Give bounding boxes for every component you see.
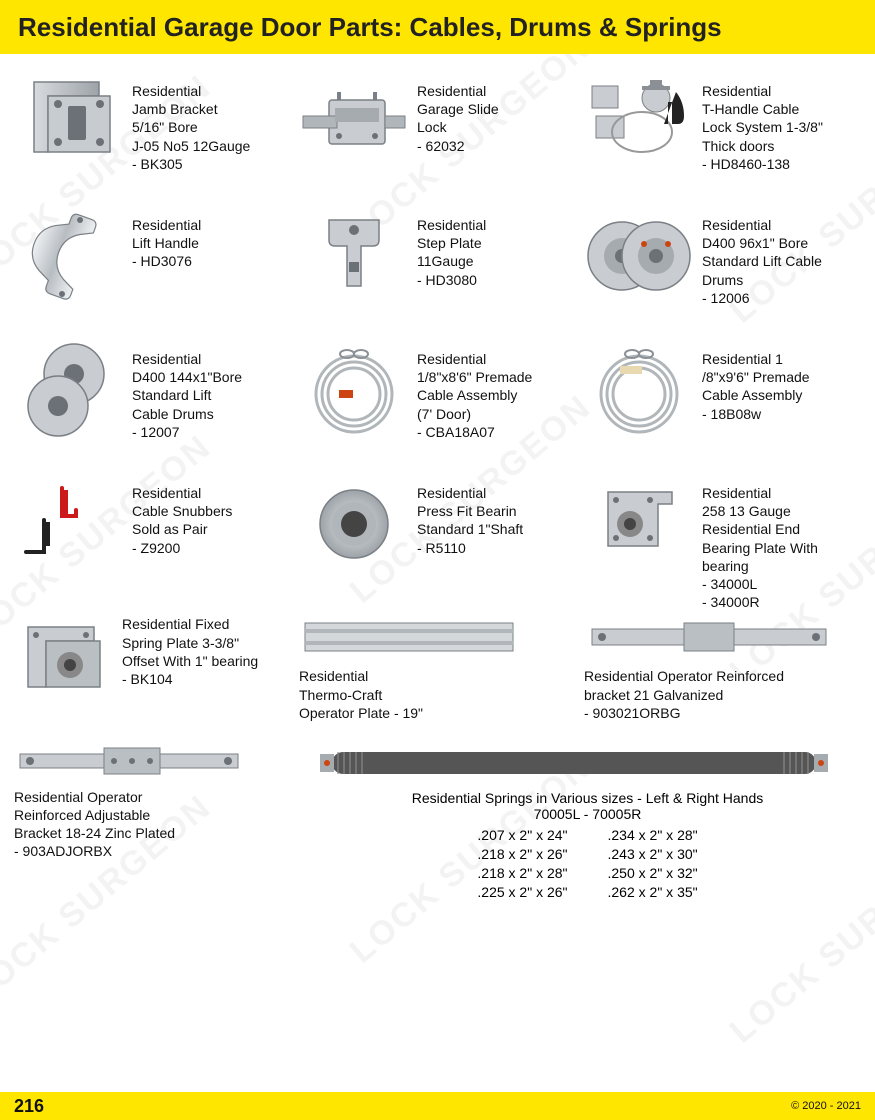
product-snubbers: ResidentialCable SnubbersSold as Pair- Z… bbox=[14, 474, 291, 611]
product-springs: Residential Springs in Various sizes - L… bbox=[314, 738, 861, 902]
product-lift-handle: ResidentialLift Handle- HD3076 bbox=[14, 206, 291, 326]
thumb-opadj bbox=[14, 738, 244, 784]
product-t-handle-lock: ResidentialT-Handle CableLock System 1-3… bbox=[584, 72, 861, 192]
desc-drums-96: ResidentialD400 96x1" BoreStandard Lift … bbox=[702, 206, 822, 307]
desc-op21: Residential Operator Reinforcedbracket 2… bbox=[584, 667, 784, 722]
product-fixed-spring-plate: Residential FixedSpring Plate 3-3/8"Offs… bbox=[14, 615, 291, 722]
product-row-5: Residential FixedSpring Plate 3-3/8"Offs… bbox=[0, 611, 875, 722]
page-header: Residential Garage Door Parts: Cables, D… bbox=[0, 0, 875, 54]
product-bearing: ResidentialPress Fit BearinStandard 1"Sh… bbox=[299, 474, 576, 611]
page-number: 216 bbox=[14, 1096, 44, 1117]
thumb-cable-9ft bbox=[584, 340, 694, 440]
desc-slide-lock: ResidentialGarage SlideLock- 62032 bbox=[417, 72, 499, 155]
desc-bearing: ResidentialPress Fit BearinStandard 1"Sh… bbox=[417, 474, 523, 557]
page-footer: 216 © 2020 - 2021 bbox=[0, 1092, 875, 1120]
thumb-t-handle bbox=[584, 72, 694, 172]
product-end-bearing-plate: Residential258 13 GaugeResidential EndBe… bbox=[584, 474, 861, 611]
springs-subtitle: 70005L - 70005R bbox=[314, 806, 861, 822]
desc-thermo: ResidentialThermo-CraftOperator Plate - … bbox=[299, 667, 423, 722]
thumb-drums-144 bbox=[14, 340, 124, 440]
thumb-lift-handle bbox=[14, 206, 124, 306]
springs-size-table: .207 x 2" x 24".218 x 2" x 26".218 x 2" … bbox=[314, 826, 861, 902]
thumb-springs bbox=[314, 738, 834, 788]
thumb-op21 bbox=[584, 615, 834, 659]
springs-title: Residential Springs in Various sizes - L… bbox=[314, 790, 861, 806]
product-slide-lock: ResidentialGarage SlideLock- 62032 bbox=[299, 72, 576, 192]
thumb-drums-96 bbox=[584, 206, 694, 306]
desc-t-handle: ResidentialT-Handle CableLock System 1-3… bbox=[702, 72, 823, 173]
product-grid: ResidentialJamb Bracket5/16" BoreJ-05 No… bbox=[0, 54, 875, 611]
product-op-bracket-21: Residential Operator Reinforcedbracket 2… bbox=[584, 615, 861, 722]
product-row-6: Residential OperatorReinforced Adjustabl… bbox=[0, 722, 875, 902]
thumb-spring-plate bbox=[14, 615, 114, 705]
thumb-slide-lock bbox=[299, 72, 409, 172]
thumb-bearing bbox=[299, 474, 409, 574]
product-thermo-plate: ResidentialThermo-CraftOperator Plate - … bbox=[299, 615, 576, 722]
thumb-thermo bbox=[299, 615, 519, 659]
copyright: © 2020 - 2021 bbox=[791, 1100, 861, 1112]
product-step-plate: ResidentialStep Plate11Gauge- HD3080 bbox=[299, 206, 576, 326]
desc-end-bearing: Residential258 13 GaugeResidential EndBe… bbox=[702, 474, 818, 611]
desc-cable-7ft: Residential1/8"x8'6" PremadeCable Assemb… bbox=[417, 340, 532, 441]
thumb-jamb-bracket bbox=[14, 72, 124, 172]
desc-step-plate: ResidentialStep Plate11Gauge- HD3080 bbox=[417, 206, 486, 289]
desc-spring-plate: Residential FixedSpring Plate 3-3/8"Offs… bbox=[122, 615, 258, 688]
desc-drums-144: ResidentialD400 144x1"BoreStandard LiftC… bbox=[132, 340, 242, 441]
springs-col1: .207 x 2" x 24".218 x 2" x 26".218 x 2" … bbox=[477, 826, 567, 902]
thumb-snubbers bbox=[14, 474, 124, 574]
product-cable-drums-144: ResidentialD400 144x1"BoreStandard LiftC… bbox=[14, 340, 291, 460]
desc-opadj: Residential OperatorReinforced Adjustabl… bbox=[14, 784, 284, 861]
thumb-cable-7ft bbox=[299, 340, 409, 440]
page-title: Residential Garage Door Parts: Cables, D… bbox=[18, 12, 722, 43]
desc-cable-9ft: Residential 1/8"x9'6" PremadeCable Assem… bbox=[702, 340, 810, 423]
desc-lift-handle: ResidentialLift Handle- HD3076 bbox=[132, 206, 201, 271]
product-cable-drums-96: ResidentialD400 96x1" BoreStandard Lift … bbox=[584, 206, 861, 326]
product-cable-7ft: Residential1/8"x8'6" PremadeCable Assemb… bbox=[299, 340, 576, 460]
thumb-end-bearing bbox=[584, 474, 694, 574]
product-jamb-bracket: ResidentialJamb Bracket5/16" BoreJ-05 No… bbox=[14, 72, 291, 192]
product-cable-9ft: Residential 1/8"x9'6" PremadeCable Assem… bbox=[584, 340, 861, 460]
desc-jamb-bracket: ResidentialJamb Bracket5/16" BoreJ-05 No… bbox=[132, 72, 250, 173]
springs-col2: .234 x 2" x 28".243 x 2" x 30".250 x 2" … bbox=[608, 826, 698, 902]
product-op-bracket-adj: Residential OperatorReinforced Adjustabl… bbox=[14, 738, 284, 902]
thumb-step-plate bbox=[299, 206, 409, 306]
desc-snubbers: ResidentialCable SnubbersSold as Pair- Z… bbox=[132, 474, 232, 557]
